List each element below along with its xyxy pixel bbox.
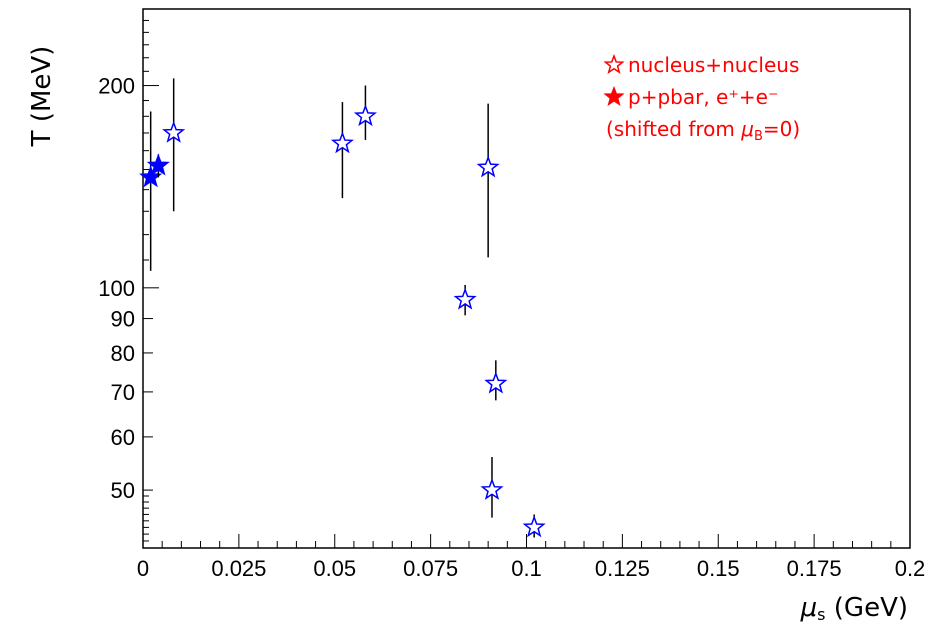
legend-text-part: (shifted from <box>606 117 741 141</box>
legend-entry: (shifted from μB=0) <box>606 117 800 144</box>
x-tick-label: 0.05 <box>313 556 356 581</box>
data-point <box>453 287 477 310</box>
series-open-star <box>162 78 546 538</box>
x-axis: 0 0.025 0.05 0.075 0.1 0.125 0.15 0.175 0.2 <box>137 534 925 581</box>
series-layer <box>139 78 546 538</box>
x-tick-label: 0.025 <box>211 556 266 581</box>
x-axis-title: μs (GeV) <box>800 593 908 624</box>
x-axis-title-unit: (GeV) <box>826 593 908 623</box>
y-tick-label: 90 <box>111 307 135 332</box>
x-tick-label: 0.075 <box>403 556 458 581</box>
data-point <box>480 477 504 500</box>
x-tick-label: 0.175 <box>787 556 842 581</box>
x-tick-label: 0.125 <box>595 556 650 581</box>
x-tick-label: 0.15 <box>697 556 740 581</box>
x-axis-title-symbol: μ <box>800 593 818 623</box>
legend-text-symbol: μ <box>740 117 754 141</box>
legend: nucleus+nucleus p+pbar, e⁺+e⁻ (shifted fro… <box>603 53 800 144</box>
data-point <box>484 371 508 394</box>
data-point <box>146 153 170 176</box>
y-axis: 50 60 70 80 90 100 200 <box>98 19 159 542</box>
data-point <box>476 155 500 178</box>
y-tick-label: 50 <box>111 478 135 503</box>
y-tick-label: 70 <box>111 380 135 405</box>
y-axis-title: T (MeV) <box>27 46 57 148</box>
legend-text-subscript: B <box>754 129 763 144</box>
data-point <box>522 515 546 538</box>
legend-text-part: =0) <box>763 117 800 141</box>
y-tick-label: 80 <box>111 341 135 366</box>
data-point <box>353 104 377 127</box>
legend-marker <box>603 53 625 75</box>
x-tick-label: 0 <box>137 556 149 581</box>
plot-frame <box>142 8 911 549</box>
y-tick-label: 200 <box>98 74 135 99</box>
x-tick-label: 0.2 <box>895 556 926 581</box>
x-axis-title-subscript: s <box>817 605 825 624</box>
data-point <box>330 131 354 154</box>
legend-marker <box>603 85 625 107</box>
y-tick-label: 100 <box>98 276 135 301</box>
x-tick-label: 0.1 <box>511 556 542 581</box>
data-point <box>162 120 186 143</box>
legend-entry: nucleus+nucleus <box>628 53 799 77</box>
series-filled-star <box>139 111 170 271</box>
y-tick-label: 60 <box>111 425 135 450</box>
legend-entry: p+pbar, e⁺+e⁻ <box>628 85 779 109</box>
